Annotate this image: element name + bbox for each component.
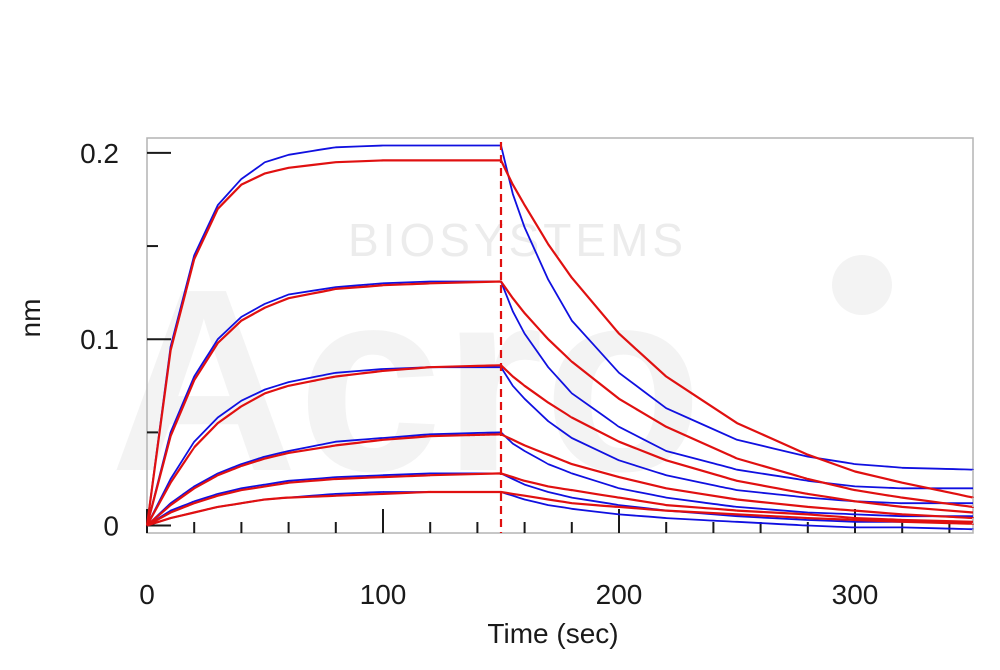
- plot-frame: [146, 137, 974, 534]
- y-axis-tick-labels: 0 0.1 0.2: [80, 138, 119, 542]
- watermark-text: BIOSYSTEMS: [348, 214, 687, 266]
- x-axis-title: Time (sec): [487, 618, 618, 649]
- y-tick-label: 0.1: [80, 324, 119, 355]
- watermark-logo-letters: Acro: [110, 236, 702, 526]
- series-layer: [145, 144, 975, 531]
- fit-curve: [145, 280, 975, 526]
- measured-curve: [146, 280, 973, 526]
- measured-curve: [146, 366, 973, 526]
- y-axis-title: nm: [15, 299, 46, 338]
- y-tick-label: 0: [103, 511, 119, 542]
- x-tick-label: 300: [832, 579, 879, 610]
- fit-curve: [146, 433, 975, 527]
- fit-curve: [146, 490, 975, 527]
- watermark-logo-dot: [832, 255, 892, 315]
- x-tick-label: 100: [360, 579, 407, 610]
- x-tick-label: 200: [596, 579, 643, 610]
- fit-curve: [146, 472, 974, 527]
- y-tick-label: 0.2: [80, 138, 119, 169]
- fit-curve: [146, 364, 974, 527]
- y-axis-ticks: [147, 151, 171, 527]
- x-tick-label: 0: [139, 579, 155, 610]
- x-axis-tick-labels: 0 100 200 300: [139, 579, 878, 610]
